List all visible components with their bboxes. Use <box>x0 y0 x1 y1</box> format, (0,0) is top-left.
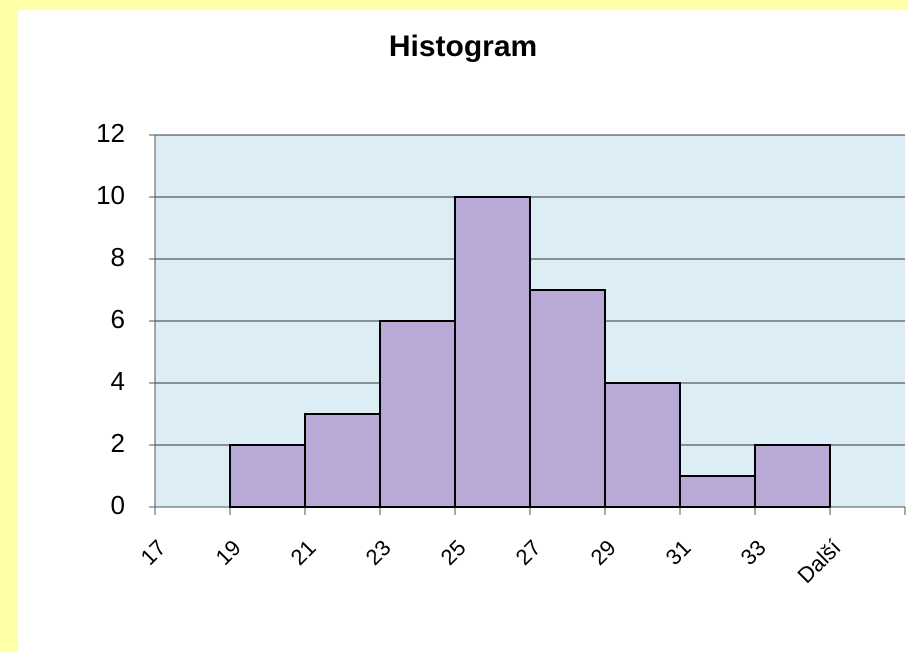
y-tick-label: 4 <box>111 366 125 396</box>
bar <box>304 413 381 508</box>
y-tick-label: 10 <box>96 180 125 210</box>
chart-title: Histogram <box>389 30 537 63</box>
bar <box>454 196 531 508</box>
bar <box>679 475 756 508</box>
y-tick-label: 12 <box>96 118 125 148</box>
y-tick-label: 0 <box>111 490 125 520</box>
bar <box>229 444 306 508</box>
bar <box>754 444 831 508</box>
bar <box>379 320 456 508</box>
y-tick-label: 2 <box>111 428 125 458</box>
bar <box>604 382 681 508</box>
y-tick-label: 8 <box>111 242 125 272</box>
y-tick-label: 6 <box>111 304 125 334</box>
bar <box>529 289 606 508</box>
